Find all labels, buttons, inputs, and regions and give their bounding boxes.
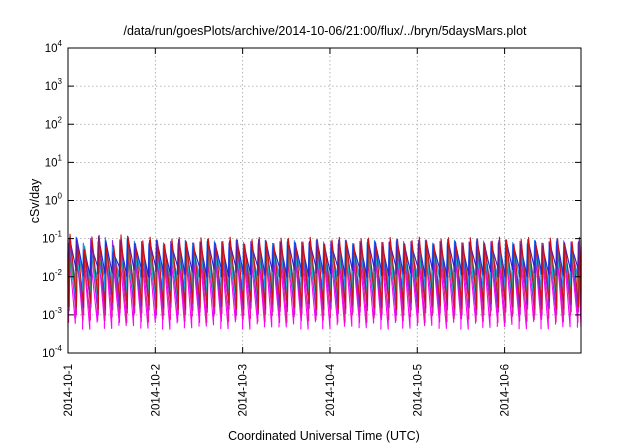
y-tick-label: 101 xyxy=(45,153,63,169)
chart-title: /data/run/goesPlots/archive/2014-10-06/2… xyxy=(123,24,527,38)
x-tick-label: 2014-10-5 xyxy=(412,364,424,416)
y-axis-label: cSv/day xyxy=(28,178,42,223)
plot-frame xyxy=(67,47,582,354)
x-tick-label: 2014-10-1 xyxy=(63,364,75,416)
x-axis-label: Coordinated Universal Time (UTC) xyxy=(228,429,420,443)
series-line xyxy=(67,235,582,278)
y-tick-label: 103 xyxy=(45,77,63,93)
y-tick-label: 10-1 xyxy=(42,230,62,246)
y-tick-label: 10-4 xyxy=(42,344,62,360)
series-line xyxy=(67,233,582,310)
x-tick-label: 2014-10-3 xyxy=(238,364,250,416)
y-tick-label: 104 xyxy=(45,39,63,55)
series-layer xyxy=(67,233,582,330)
y-tick-labels: 10-4 10-3 10-2 10-1 100 101 102 103 104 xyxy=(42,39,62,360)
x-tick-labels: 2014-10-1 2014-10-2 2014-10-3 2014-10-4 2014… xyxy=(63,363,512,416)
y-tick-label: 10-2 xyxy=(42,268,62,284)
axis-ticks xyxy=(67,47,581,354)
x-tick-label: 2014-10-6 xyxy=(500,364,512,416)
x-tick-label: 2014-10-2 xyxy=(150,364,162,416)
y-tick-label: 10-3 xyxy=(42,306,62,322)
x-tick-label: 2014-10-4 xyxy=(325,363,337,416)
y-tick-label: 102 xyxy=(45,115,63,131)
y-tick-label: 100 xyxy=(45,192,63,208)
